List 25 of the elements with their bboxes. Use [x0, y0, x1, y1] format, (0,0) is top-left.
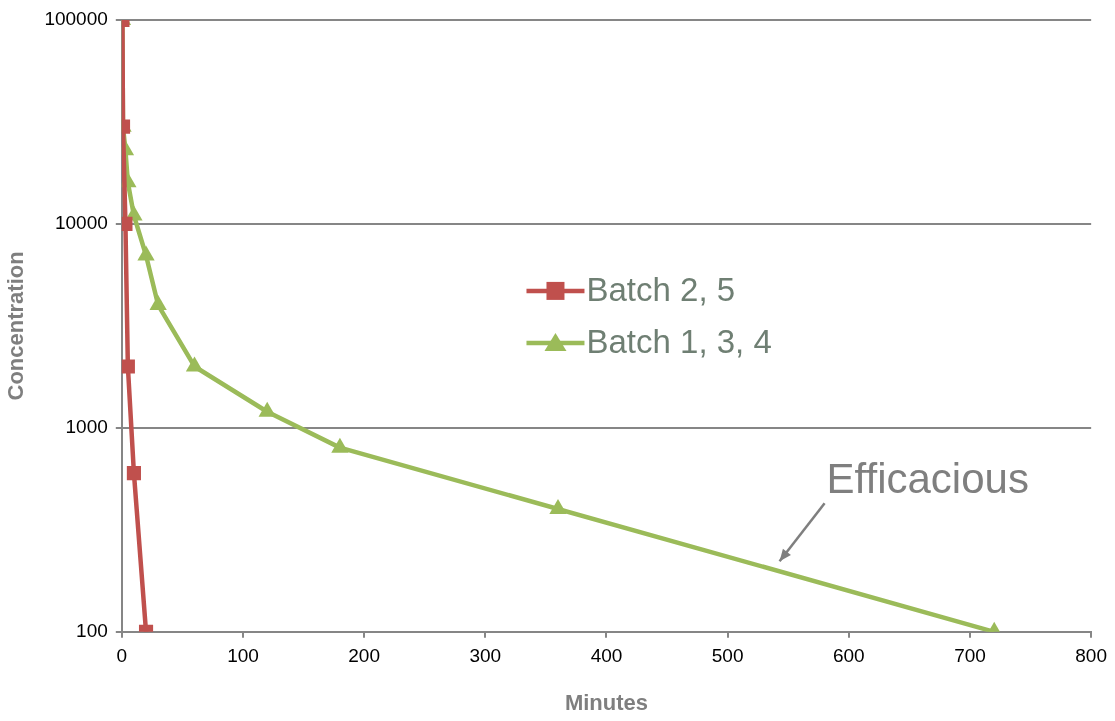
x-tick-label: 300: [469, 645, 502, 667]
point: [137, 245, 155, 261]
legend-label: Batch 2, 5: [586, 270, 736, 308]
point: [121, 216, 133, 231]
x-axis-title: Minutes: [564, 689, 649, 715]
x-tick-label: 200: [348, 645, 380, 667]
x-tick-label: 500: [711, 645, 744, 667]
y-tick-label: 100: [76, 620, 108, 642]
point: [258, 401, 276, 417]
point: [549, 499, 567, 515]
point: [331, 437, 349, 453]
x-tick-label: 800: [1075, 645, 1107, 667]
x-tick-label: 700: [954, 645, 986, 667]
x-tick-label: 100: [227, 645, 259, 667]
point: [185, 356, 204, 372]
y-tick-label: 10000: [54, 212, 108, 234]
legend-label: Batch 1, 3, 4: [586, 322, 772, 360]
x-tick-label: 0: [116, 645, 128, 667]
x-tick-label: 600: [832, 645, 865, 667]
y-tick-label: 100000: [44, 8, 108, 30]
y-axis-title: Concentration: [3, 251, 29, 401]
annotation: Efficacious: [826, 454, 1029, 502]
point: [149, 295, 167, 311]
x-tick-label: 400: [590, 645, 623, 667]
y-tick-label: 1000: [65, 416, 108, 438]
